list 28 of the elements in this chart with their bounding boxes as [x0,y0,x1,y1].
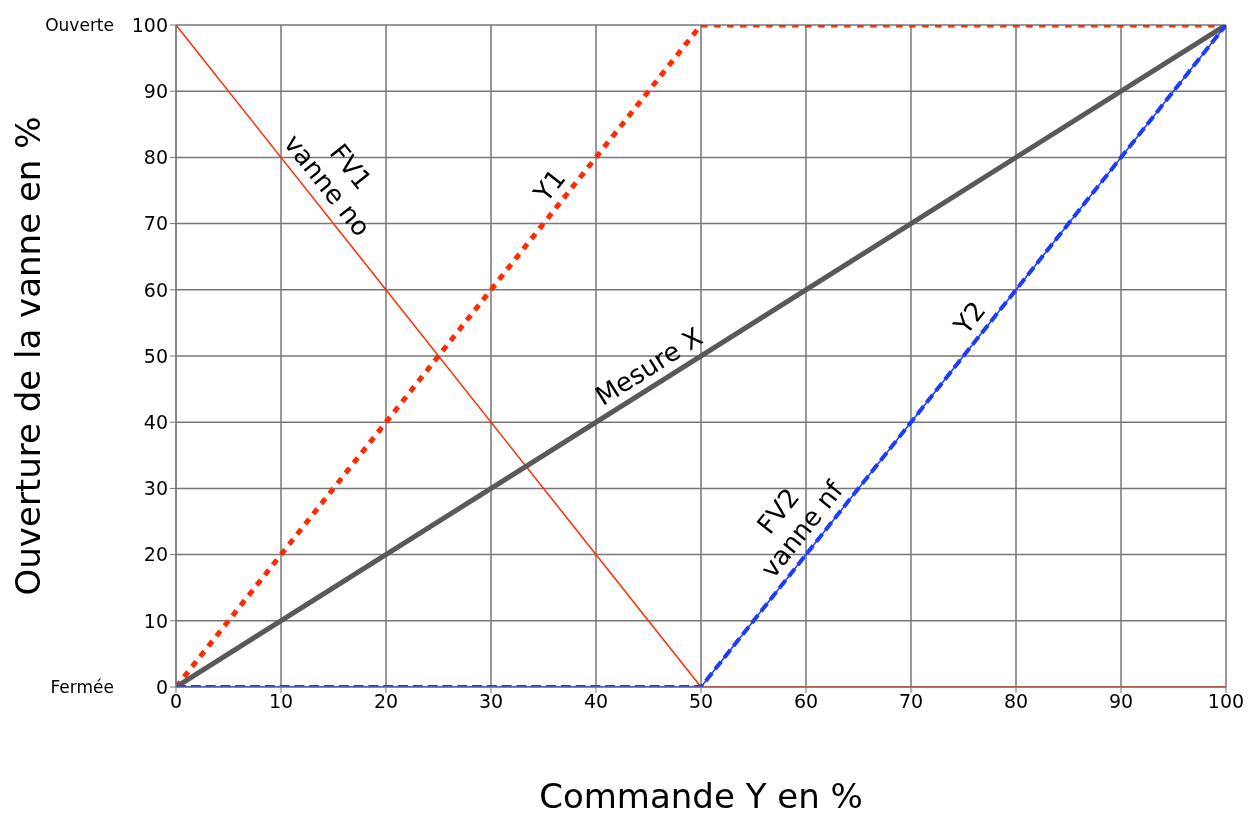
y-axis-title: Ouverture de la vanne en % [8,116,49,596]
x-tick-label: 100 [1207,690,1245,713]
x-tick-label: 70 [898,690,924,713]
text: Y2 [947,295,992,341]
text: Y1 [527,163,572,209]
x-tick-label: 50 [688,690,714,713]
text: Fermée [50,677,114,697]
y-tick-label: 10 [143,609,168,632]
y-tick-label: 30 [143,477,168,500]
x-tick-label: 30 [478,690,504,713]
x-tick-label: 0 [169,690,183,713]
x-tick-label: 20 [373,690,399,713]
y-tick-label: 80 [143,146,168,169]
text: Ouverte [45,15,114,35]
y-tick-label: 60 [143,278,168,301]
y-tick-label: 90 [143,79,168,102]
y-tick-label: 40 [143,410,168,433]
x-tick-label: 10 [268,690,294,713]
y-tick-label: 50 [143,344,168,367]
x-tick-label: 90 [1108,690,1134,713]
x-tick-label: 80 [1003,690,1029,713]
y-tick-label: 70 [143,212,168,235]
x-tick-label: 40 [583,690,609,713]
y-tick-label: 20 [143,543,168,566]
y-tick-label: 100 [131,13,168,36]
x-axis-title: Commande Y en % [539,776,863,816]
x-tick-label: 60 [793,690,819,713]
y-tick-label: 0 [155,675,168,698]
